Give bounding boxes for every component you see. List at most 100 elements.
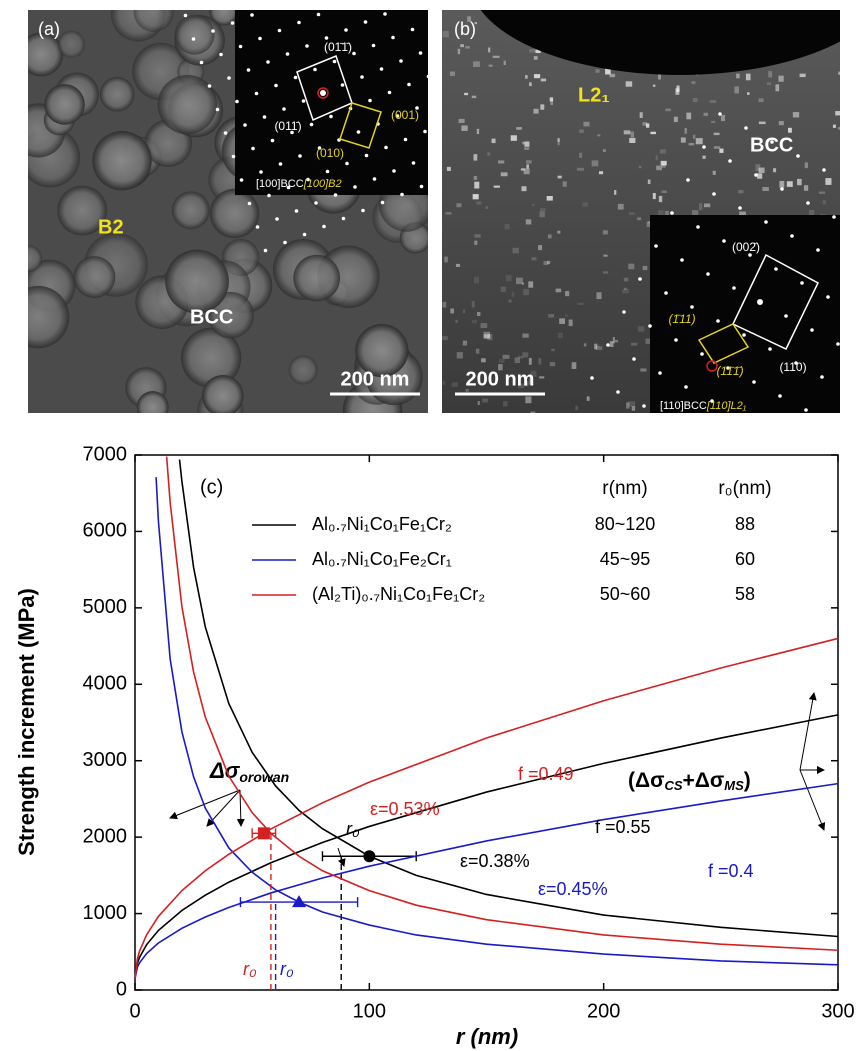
speck: [759, 98, 764, 102]
speck: [797, 179, 802, 185]
diffraction-spot: [322, 225, 326, 229]
r0-label: r₀: [346, 819, 360, 839]
diffraction-spot: [383, 12, 387, 16]
speck: [572, 362, 577, 369]
speck: [711, 121, 715, 123]
diffraction-spot: [778, 394, 782, 398]
speck: [443, 31, 449, 37]
speck: [638, 326, 644, 331]
panel-label: (c): [200, 476, 223, 498]
speck: [550, 97, 553, 101]
x-tick-label: 100: [353, 1000, 386, 1022]
diffraction-spot: [368, 99, 372, 103]
data-point: [363, 850, 375, 862]
data-point: [258, 827, 270, 839]
diffraction-spot: [329, 115, 333, 119]
speck: [474, 234, 480, 238]
diffraction-spot: [310, 123, 314, 127]
speck: [512, 248, 518, 254]
speck: [582, 202, 588, 206]
speck: [719, 149, 723, 153]
diffraction-spot: [690, 305, 694, 309]
f-label: f =0.4: [708, 861, 754, 881]
speck: [478, 401, 480, 405]
speck: [825, 178, 831, 185]
diffraction-spot: [247, 68, 251, 72]
diffraction-spot: [680, 258, 684, 262]
diffraction-spot: [674, 338, 678, 342]
speck: [515, 358, 520, 364]
y-tick-label: 6000: [83, 520, 128, 542]
y-tick-label: 4000: [83, 673, 128, 695]
y-tick-label: 7000: [83, 443, 128, 465]
scale-bar-label: 200 nm: [341, 368, 410, 390]
particle: [202, 375, 244, 417]
particle: [44, 84, 85, 125]
speck: [775, 84, 779, 91]
speck: [662, 190, 667, 193]
speck: [472, 301, 475, 308]
diffraction-spot: [365, 154, 369, 158]
speck: [547, 261, 550, 264]
diffraction-spot: [431, 153, 435, 157]
speck: [615, 340, 618, 342]
diffraction-spot: [836, 342, 840, 346]
diffraction-spot: [772, 474, 776, 478]
speck: [477, 129, 479, 134]
speck: [583, 122, 589, 127]
diffraction-spot: [250, 13, 254, 17]
diffraction-spot: [720, 446, 724, 450]
diffraction-spot: [852, 309, 856, 313]
speck: [759, 122, 766, 125]
diffraction-spot: [790, 234, 794, 238]
diffraction-spot: [381, 201, 385, 205]
speck: [629, 213, 635, 215]
diffraction-spot: [282, 107, 286, 111]
speck: [556, 289, 562, 293]
speck: [474, 241, 477, 245]
speck: [516, 278, 523, 284]
y-axis-title: Strength increment (MPa): [14, 588, 39, 856]
particle: [210, 189, 259, 238]
table-header: r₀(nm): [718, 478, 771, 499]
speck: [442, 336, 448, 340]
speck: [463, 309, 465, 313]
speck: [587, 396, 590, 401]
particle: [74, 256, 116, 298]
diffraction-spot: [211, 29, 215, 33]
diffraction-spot: [271, 139, 275, 143]
speck: [747, 92, 749, 95]
table-cell: 58: [735, 584, 755, 604]
speck: [640, 112, 643, 118]
diffraction-spot: [722, 239, 726, 243]
diffraction-spot: [400, 193, 404, 197]
speck: [525, 396, 531, 403]
speck: [548, 235, 552, 239]
speck: [534, 74, 540, 78]
diffraction-spot: [744, 126, 748, 130]
speck: [516, 127, 522, 130]
diffraction-spot: [216, 108, 220, 112]
speck: [528, 281, 533, 287]
figure: (a) B2 BCC 200 nm (01̄1̄) (011̄) (001) (…: [0, 0, 865, 1051]
diffraction-spot: [664, 291, 668, 295]
speck: [659, 196, 662, 202]
y-tick-label: 0: [116, 978, 127, 1000]
diffraction-spot: [380, 67, 384, 71]
diffraction-spot: [826, 295, 830, 299]
speck: [526, 219, 531, 224]
diffraction-spot: [822, 168, 826, 172]
diffraction-spot: [686, 178, 690, 182]
speck: [693, 98, 698, 102]
speck: [618, 204, 624, 210]
diffraction-spot: [754, 173, 758, 177]
speck: [550, 362, 555, 366]
diffraction-spot: [712, 192, 716, 196]
diffraction-spot: [435, 98, 439, 102]
speck: [805, 162, 808, 168]
speck: [696, 138, 703, 144]
speck: [504, 61, 506, 65]
annotation: (ΔσCS+ΔσMS): [628, 769, 751, 794]
speck: [838, 127, 840, 130]
phase-label: B2: [98, 216, 124, 238]
